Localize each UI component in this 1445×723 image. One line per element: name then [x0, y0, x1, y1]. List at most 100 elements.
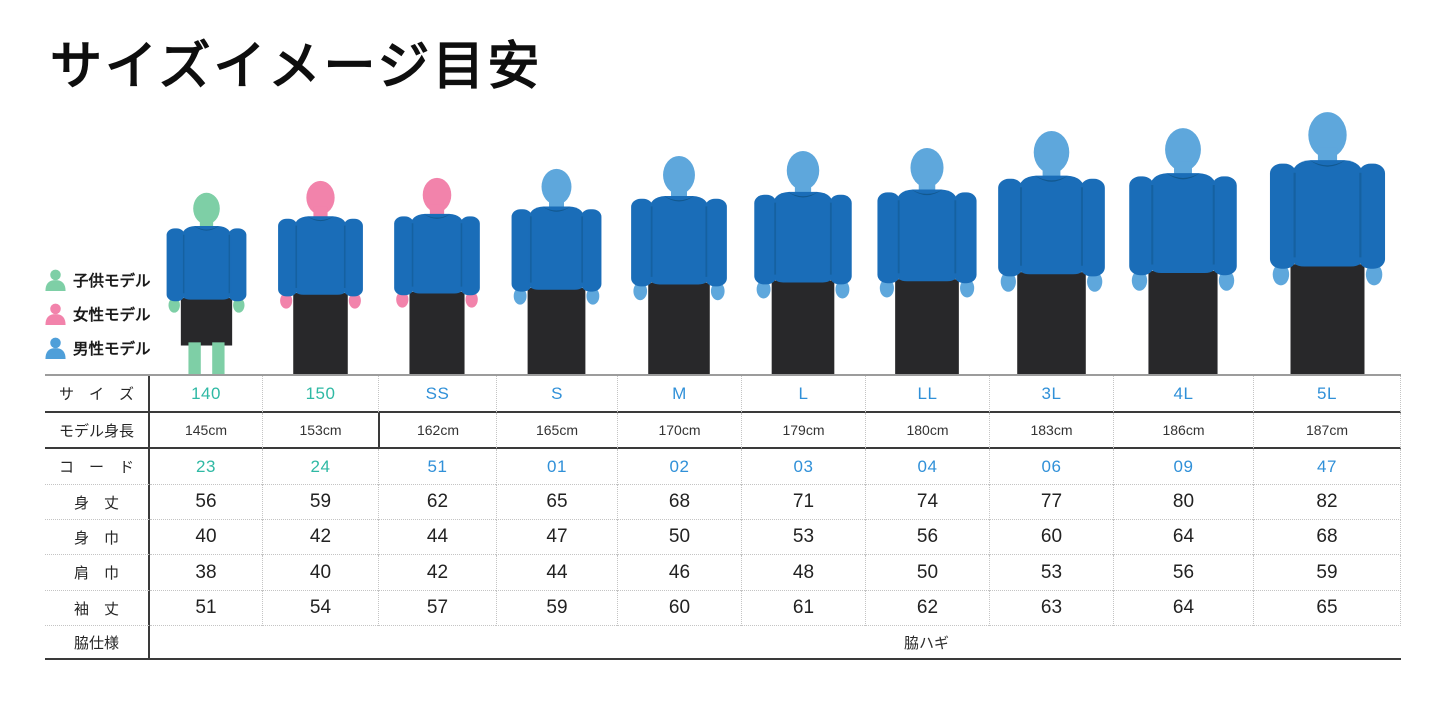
shirt-sleeve	[1212, 176, 1237, 276]
code-cell: 51	[378, 449, 496, 485]
model-head	[1307, 112, 1347, 158]
shirt-body	[1017, 175, 1085, 275]
body-length-cell: 59	[262, 485, 378, 520]
row-label-sleeve-length: 袖 丈	[45, 591, 150, 626]
model-hand	[1000, 271, 1016, 292]
body-width-cell: 40	[150, 520, 262, 555]
model-hand	[879, 278, 894, 298]
shoulder-width-cell: 38	[150, 555, 262, 591]
code-cell: 02	[617, 449, 741, 485]
shirt-sleeve	[877, 192, 900, 284]
shirt-body	[772, 191, 834, 283]
body-length-cell: 62	[378, 485, 496, 520]
shirt-sleeve	[954, 192, 977, 284]
shirt-body	[410, 213, 464, 294]
body-width-cell: 64	[1113, 520, 1253, 555]
model-head	[1033, 131, 1069, 174]
body-width-cell: 68	[1253, 520, 1401, 555]
shirt-body	[649, 195, 709, 285]
model-height-cell: 153cm	[262, 413, 378, 449]
model-head	[663, 155, 695, 195]
shirt-collar	[664, 195, 694, 202]
shirt-body	[181, 226, 231, 300]
legend-label: 子供モデル	[73, 272, 151, 290]
shirt-sleeve	[997, 178, 1022, 277]
model-height-cell: 145cm	[150, 413, 262, 449]
model-hand	[710, 282, 725, 301]
row-label-shoulder-width: 肩 巾	[45, 555, 150, 591]
body-length-cell: 80	[1113, 485, 1253, 520]
model-height-cell: 187cm	[1253, 413, 1401, 449]
shirt-body	[1291, 160, 1363, 267]
model-height-cell: 180cm	[865, 413, 989, 449]
size-cell: 5L	[1253, 376, 1401, 413]
shirt-body	[528, 206, 585, 290]
legend-label: 男性モデル	[73, 340, 151, 358]
shoulder-width-cell: 48	[741, 555, 865, 591]
model-head	[305, 180, 335, 215]
model-figure-5L	[1259, 111, 1396, 374]
page-title: サイズイメージ目安	[50, 38, 543, 96]
legend-item-child: 子供モデル	[44, 266, 151, 293]
body-width-cell: 56	[865, 520, 989, 555]
row-label-body-width: 身 巾	[45, 520, 150, 555]
shirt-collar	[193, 226, 219, 231]
shirt-sleeve	[1129, 176, 1154, 276]
model-figure-140	[159, 192, 254, 374]
shirt-sleeve	[1358, 163, 1385, 269]
body-width-cell: 50	[617, 520, 741, 555]
side-spec-value: 脇ハギ	[903, 634, 949, 652]
side-spec-cell: 脇ハギ	[150, 626, 1401, 658]
model-height-cell: 179cm	[741, 413, 865, 449]
shirt-collar	[542, 206, 571, 212]
sleeve-length-cell: 64	[1113, 591, 1253, 626]
size-cell: 150	[262, 376, 378, 413]
legend-item-male: 男性モデル	[44, 334, 151, 361]
size-cell: SS	[378, 376, 496, 413]
model-hand	[1218, 270, 1235, 291]
sleeve-length-cell: 65	[1253, 591, 1401, 626]
model-hand	[756, 280, 771, 299]
model-hand	[279, 292, 292, 309]
shirt-sleeve	[394, 216, 414, 296]
sleeve-length-cell: 63	[989, 591, 1113, 626]
model-hand	[168, 297, 180, 313]
shirt-sleeve	[1269, 163, 1296, 269]
size-cell: M	[617, 376, 741, 413]
model-hand	[835, 280, 850, 299]
shirt-body	[896, 189, 958, 282]
model-hand	[465, 291, 478, 308]
code-cell: 04	[865, 449, 989, 485]
model-head	[1165, 128, 1201, 172]
model-height-cell: 165cm	[496, 413, 617, 449]
shirt-sleeve	[343, 218, 363, 297]
row-label-size: サ イ ズ	[45, 376, 150, 413]
model-hand	[960, 278, 975, 298]
body-length-cell: 68	[617, 485, 741, 520]
shirt-sleeve	[754, 194, 777, 285]
shirt-body	[1149, 173, 1217, 274]
model-figure-3L	[988, 130, 1115, 374]
code-cell: 47	[1253, 449, 1401, 485]
sleeve-length-cell: 51	[150, 591, 262, 626]
sleeve-length-cell: 59	[496, 591, 617, 626]
shoulder-width-cell: 56	[1113, 555, 1253, 591]
model-height-cell: 183cm	[989, 413, 1113, 449]
model-hand	[348, 292, 361, 309]
shirt-collar	[1034, 175, 1068, 182]
legend-item-female: 女性モデル	[44, 300, 151, 327]
model-head	[786, 150, 820, 190]
model-figure-LL	[868, 147, 986, 374]
shirt-body	[293, 216, 347, 295]
shirt-collar	[423, 213, 451, 219]
body-width-cell: 44	[378, 520, 496, 555]
shirt-sleeve	[460, 216, 480, 296]
model-hand	[1272, 263, 1289, 286]
shirt-collar	[306, 216, 334, 222]
model-height-cell: 186cm	[1113, 413, 1253, 449]
shirt-sleeve	[277, 218, 297, 297]
model-head	[541, 168, 572, 205]
model-hand	[396, 291, 409, 308]
model-hand	[513, 287, 527, 305]
